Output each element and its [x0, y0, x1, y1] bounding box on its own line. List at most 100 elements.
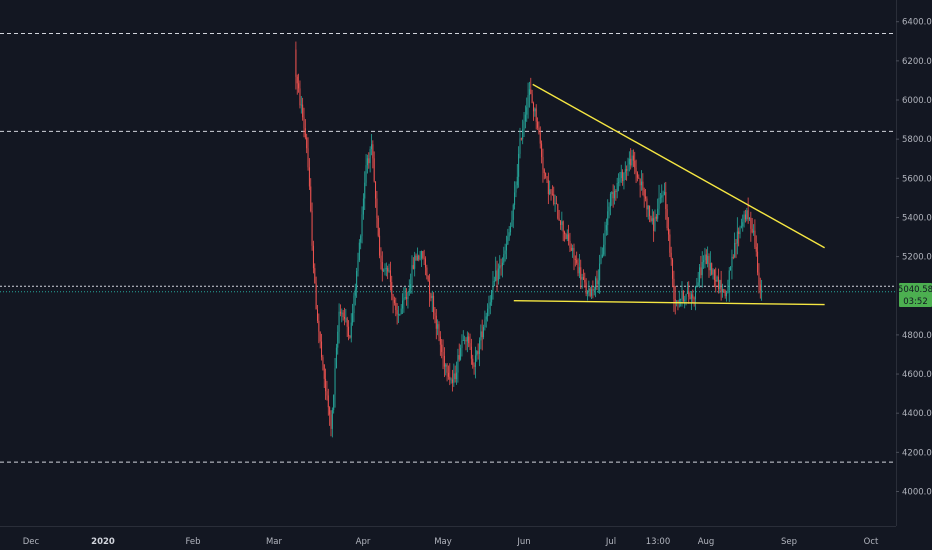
price-tick-label-5: 5400.00 — [902, 213, 932, 223]
candle-242 — [622, 169, 624, 186]
candle-body — [389, 270, 391, 283]
candle-body — [308, 167, 310, 187]
candle-body — [751, 228, 753, 233]
candle-7 — [304, 119, 306, 140]
candle-body — [603, 244, 605, 255]
price-tick-label-3: 5800.00 — [902, 135, 932, 145]
candle-body — [468, 336, 470, 344]
candle-164 — [516, 163, 518, 189]
candle-body — [669, 234, 671, 253]
candle-body — [481, 331, 483, 338]
candle-body — [605, 225, 607, 231]
candle-191 — [553, 186, 555, 206]
candle-300 — [700, 255, 702, 279]
candle-261 — [647, 205, 649, 220]
candle-body — [496, 270, 498, 281]
candle-body — [470, 346, 472, 359]
candle-body — [531, 94, 533, 104]
candle-body — [665, 191, 667, 210]
candles-layer — [295, 41, 763, 438]
candle-body — [632, 155, 634, 161]
candle-135 — [477, 343, 479, 360]
candle-331 — [742, 214, 744, 232]
price-axis[interactable]: 6400.00 6200.00 6000.00 5800.00 5600.00 5400.… — [896, 18, 932, 498]
candle-body — [535, 108, 537, 122]
candle-body — [699, 267, 701, 283]
candle-body — [396, 310, 398, 315]
candle-body — [649, 205, 651, 217]
candle-255 — [639, 178, 641, 198]
candle-body — [684, 299, 686, 302]
candle-108 — [441, 338, 443, 359]
candle-body — [493, 281, 495, 283]
candle-207 — [574, 255, 576, 267]
candle-body — [316, 309, 318, 321]
candle-body — [429, 281, 431, 294]
price-tick-label-1: 6200.00 — [902, 57, 932, 67]
candle-11 — [310, 178, 312, 213]
candle-99 — [429, 273, 431, 307]
candle-169 — [523, 112, 525, 138]
candle-body — [372, 144, 374, 159]
candle-body — [545, 173, 547, 177]
candle-body — [643, 189, 645, 197]
candle-46 — [357, 252, 359, 277]
candle-body — [375, 181, 377, 199]
candle-body — [655, 216, 657, 219]
time-axis[interactable]: Dec 2020 Feb Mar Apr May Jun Jul 13:00 Aug Sep Oct — [23, 537, 879, 547]
candle-249 — [631, 149, 633, 168]
candle-220 — [592, 280, 594, 299]
candle-body — [732, 256, 734, 258]
candle-272 — [662, 190, 664, 203]
candle-body — [384, 268, 386, 271]
trendlines-layer — [513, 83, 825, 306]
candle-body — [476, 351, 478, 356]
candle-body — [368, 158, 370, 164]
candle-body — [609, 194, 611, 207]
candle-86 — [411, 255, 413, 294]
candle-body — [651, 218, 653, 222]
candle-body — [512, 204, 514, 220]
candle-body — [528, 89, 530, 96]
time-tick-label-2: Feb — [185, 537, 200, 547]
candle-305 — [707, 246, 709, 268]
candle-body — [666, 209, 668, 229]
candle-body — [564, 231, 566, 234]
trendline-descending-resistance[interactable] — [532, 83, 825, 249]
candle-293 — [690, 290, 692, 310]
candle-body — [662, 194, 664, 196]
candle-body — [736, 231, 738, 244]
candle-body — [557, 203, 559, 219]
candle-body — [681, 290, 683, 299]
candle-250 — [632, 149, 634, 167]
candle-body — [403, 297, 405, 301]
candle-139 — [483, 324, 485, 340]
candle-body — [430, 293, 432, 299]
candle-212 — [581, 273, 583, 289]
trendline-flat-support[interactable] — [513, 299, 825, 306]
candle-body — [385, 268, 387, 269]
candle-body — [334, 368, 336, 395]
candle-18 — [319, 331, 321, 349]
candle-body — [599, 263, 601, 281]
candle-body — [500, 265, 502, 267]
candle-body — [466, 336, 468, 342]
candle-30 — [335, 343, 337, 369]
candle-111 — [445, 363, 447, 376]
candle-90 — [416, 247, 418, 261]
candle-body — [562, 221, 564, 232]
time-tick-label-11: Oct — [864, 537, 879, 547]
candle-body — [335, 347, 337, 369]
candle-12 — [311, 202, 313, 251]
time-tick-label-0: Dec — [23, 537, 40, 547]
candle-body — [712, 269, 714, 275]
candle-body — [491, 290, 493, 303]
candle-body — [755, 247, 757, 252]
candle-body — [727, 290, 729, 293]
candle-body — [360, 236, 362, 243]
candle-243 — [623, 172, 625, 190]
candle-281 — [674, 285, 676, 315]
candle-236 — [613, 185, 615, 205]
